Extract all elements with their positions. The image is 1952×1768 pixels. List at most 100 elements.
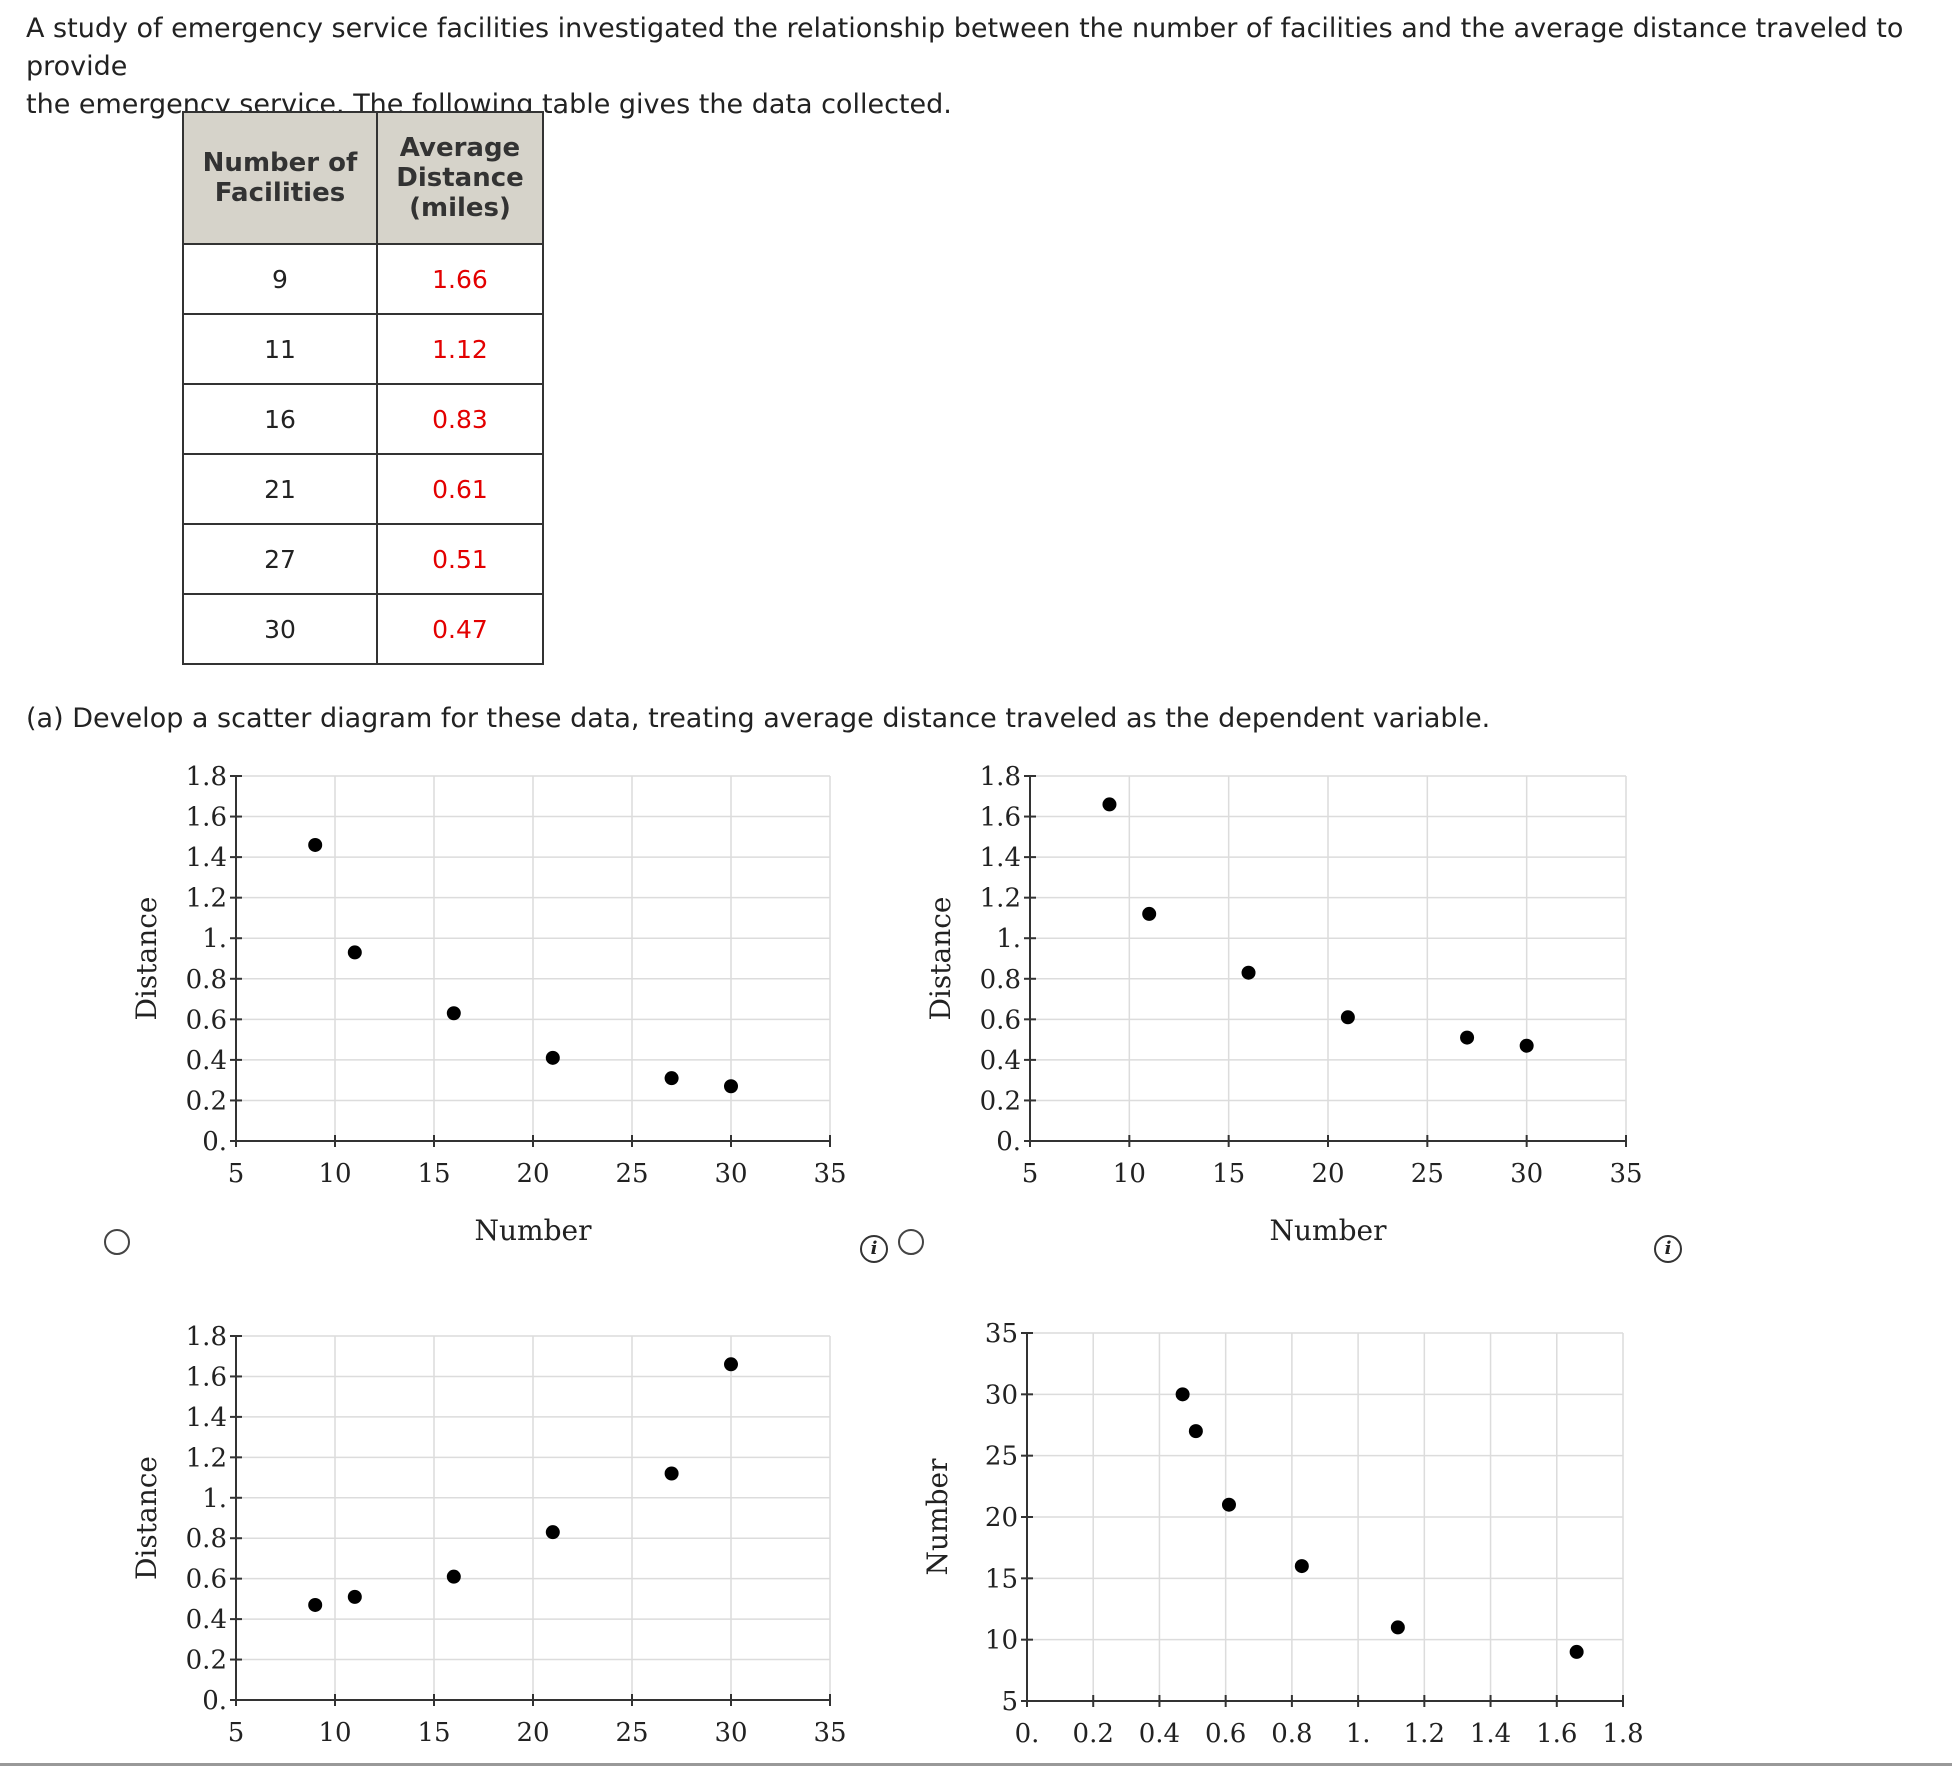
x-axis-title: Number — [1270, 1214, 1388, 1247]
y-axis-title: Distance — [130, 1456, 163, 1580]
x-tick-label: 15 — [1212, 1159, 1245, 1189]
x-tick-label: 20 — [1311, 1159, 1344, 1189]
x-tick-label: 35 — [1609, 1159, 1642, 1189]
problem-statement: A study of emergency service facilities … — [26, 10, 1946, 124]
y-tick-label: 0. — [202, 1686, 227, 1716]
data-point — [1175, 1387, 1190, 1402]
y-tick-label: 0.8 — [980, 965, 1021, 995]
x-tick-label: 35 — [813, 1159, 846, 1189]
y-tick-label: 20 — [985, 1503, 1018, 1533]
distance-cell: 0.61 — [376, 453, 544, 525]
data-point — [1102, 797, 1117, 812]
table-header-row: Number of Facilities Average Distance (m… — [182, 111, 544, 245]
x-tick-label: 15 — [417, 1718, 450, 1748]
y-tick-label: 0.6 — [980, 1005, 1021, 1035]
data-point — [308, 1597, 323, 1612]
x-tick-label: 5 — [1022, 1159, 1039, 1189]
x-tick-label: 20 — [516, 1159, 549, 1189]
x-tick-label: 10 — [1113, 1159, 1146, 1189]
y-tick-label: 15 — [985, 1564, 1018, 1594]
table-row: 27 0.51 — [182, 523, 544, 595]
y-tick-label: 1.8 — [186, 1322, 227, 1352]
y-tick-label: 30 — [985, 1380, 1018, 1410]
part-a-question: (a) Develop a scatter diagram for these … — [26, 703, 1491, 734]
data-point — [545, 1525, 560, 1540]
data-point — [664, 1071, 679, 1086]
option-1-radio[interactable] — [104, 1229, 130, 1255]
data-point — [1569, 1644, 1584, 1659]
x-tick-label: 5 — [228, 1718, 245, 1748]
y-tick-label: 0.6 — [186, 1005, 227, 1035]
y-tick-label: 0. — [996, 1127, 1021, 1157]
data-point — [347, 945, 362, 960]
y-tick-label: 0.2 — [980, 1086, 1021, 1116]
header-average-distance: Average Distance (miles) — [376, 111, 544, 245]
y-axis-title: Distance — [130, 896, 163, 1020]
data-point — [446, 1006, 461, 1021]
y-tick-label: 0.8 — [186, 1524, 227, 1554]
y-tick-label: 1.2 — [980, 884, 1021, 914]
data-point — [724, 1357, 738, 1372]
facilities-cell: 11 — [182, 313, 378, 385]
distance-cell: 1.66 — [376, 243, 544, 315]
facilities-cell: 21 — [182, 453, 378, 525]
data-point — [446, 1569, 461, 1584]
data-table: Number of Facilities Average Distance (m… — [182, 111, 544, 665]
info-icon[interactable]: i — [860, 1235, 888, 1263]
info-icon[interactable]: i — [1654, 1235, 1682, 1263]
y-tick-label: 0. — [202, 1127, 227, 1157]
x-tick-label: 10 — [318, 1718, 351, 1748]
y-tick-label: 25 — [985, 1442, 1018, 1472]
x-tick-label: 25 — [615, 1718, 648, 1748]
y-tick-label: 1.8 — [186, 762, 227, 792]
y-tick-label: 1.6 — [980, 803, 1021, 833]
header-number-of-facilities: Number of Facilities — [182, 111, 378, 245]
data-point — [1340, 1010, 1355, 1025]
distance-cell: 0.83 — [376, 383, 544, 455]
facilities-cell: 16 — [182, 383, 378, 455]
y-tick-label: 5 — [1001, 1687, 1018, 1717]
data-point — [1221, 1497, 1236, 1512]
x-tick-label: 10 — [318, 1159, 351, 1189]
y-tick-label: 35 — [985, 1319, 1018, 1349]
x-tick-label: 30 — [714, 1159, 747, 1189]
x-tick-label: 35 — [813, 1718, 846, 1748]
y-tick-label: 1. — [202, 924, 227, 954]
facilities-cell: 30 — [182, 593, 378, 665]
option-2-radio[interactable] — [898, 1229, 924, 1255]
data-point — [1390, 1620, 1405, 1635]
y-tick-label: 1.4 — [980, 843, 1021, 873]
x-tick-label: 25 — [615, 1159, 648, 1189]
data-point — [1519, 1038, 1534, 1053]
x-tick-label: 1. — [1346, 1719, 1371, 1749]
x-tick-label: 30 — [714, 1718, 747, 1748]
data-point — [1241, 965, 1256, 980]
y-axis-title: Number — [921, 1458, 954, 1576]
bottom-divider — [0, 1763, 1952, 1766]
x-tick-label: 1.8 — [1602, 1719, 1643, 1749]
y-tick-label: 1.8 — [980, 762, 1021, 792]
data-point — [1142, 906, 1157, 921]
x-tick-label: 5 — [228, 1159, 245, 1189]
y-tick-label: 1. — [996, 924, 1021, 954]
table-row: 11 1.12 — [182, 313, 544, 385]
table-row: 16 0.83 — [182, 383, 544, 455]
x-tick-label: 1.2 — [1404, 1719, 1445, 1749]
problem-statement-line-1: A study of emergency service facilities … — [26, 13, 1904, 82]
data-point — [1294, 1559, 1309, 1574]
data-point — [1188, 1424, 1203, 1439]
y-tick-label: 1.6 — [186, 1362, 227, 1392]
x-axis-title: Number — [475, 1214, 593, 1247]
x-tick-label: 30 — [1510, 1159, 1543, 1189]
x-tick-label: 0. — [1015, 1719, 1040, 1749]
data-point — [664, 1466, 679, 1481]
x-tick-label: 1.4 — [1470, 1719, 1511, 1749]
x-tick-label: 25 — [1411, 1159, 1444, 1189]
data-point — [724, 1079, 738, 1094]
distance-cell: 0.47 — [376, 593, 544, 665]
data-point — [308, 837, 323, 852]
